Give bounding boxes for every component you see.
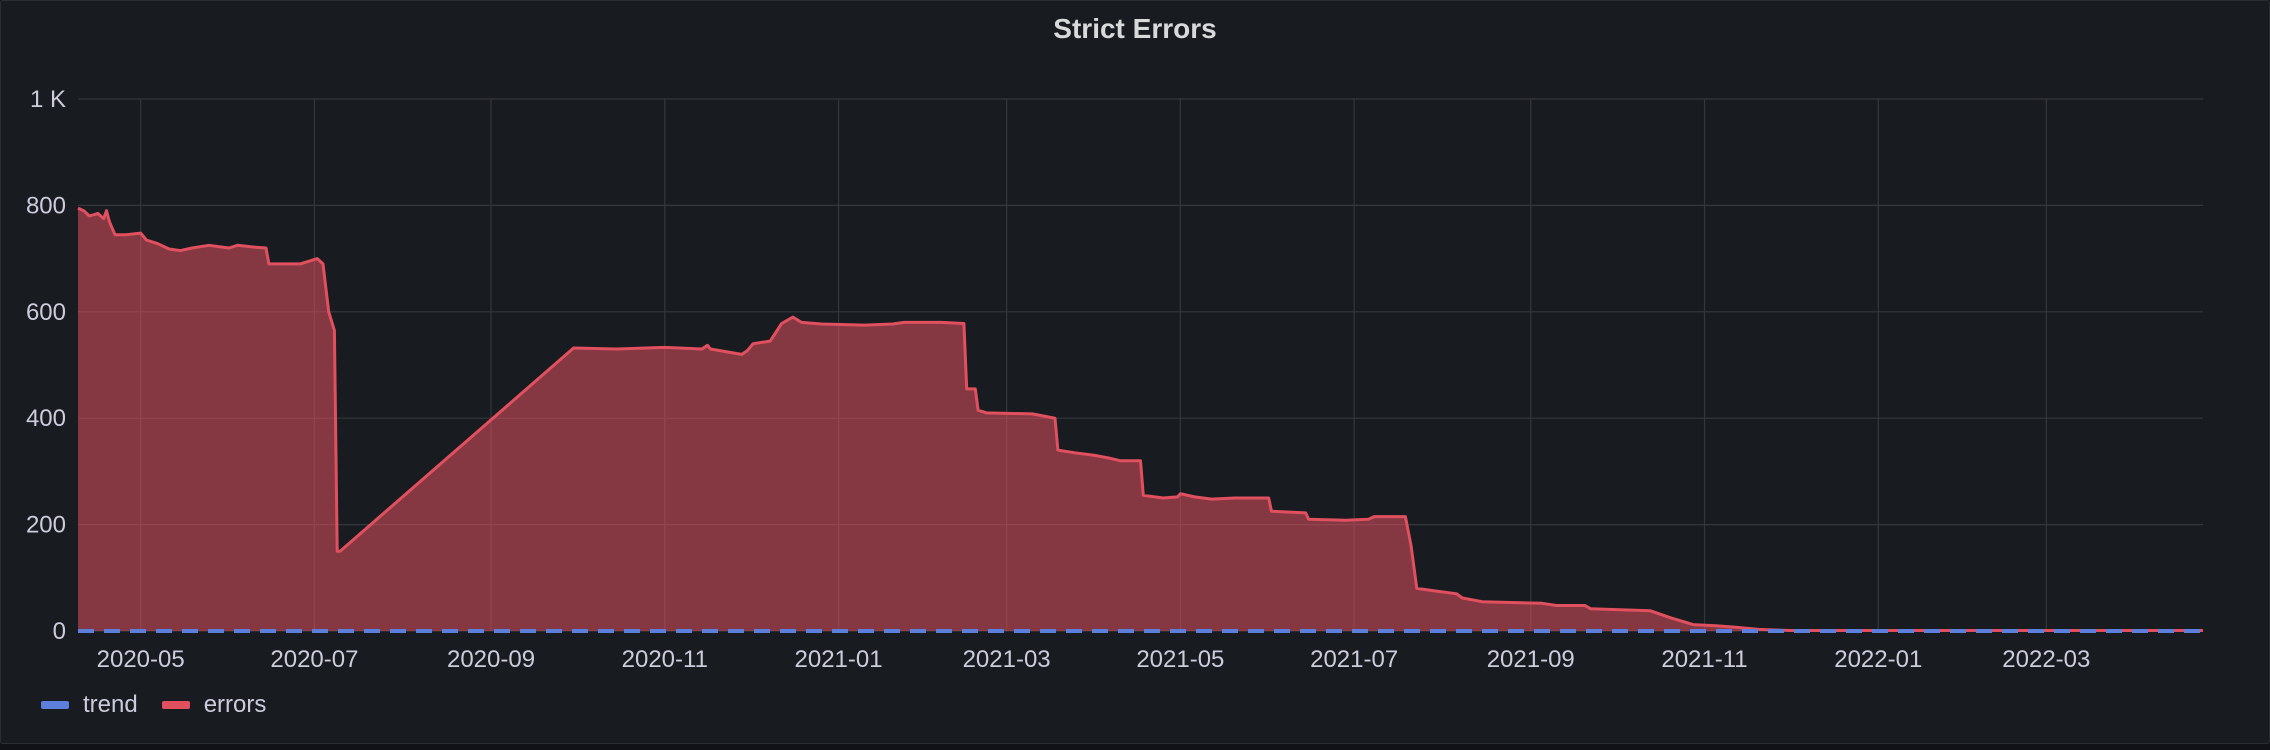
x-tick-label: 2021-07 bbox=[1310, 646, 1398, 673]
x-tick-label: 2022-03 bbox=[2002, 646, 2090, 673]
y-tick-label: 1 K bbox=[30, 86, 66, 113]
errors-area bbox=[78, 208, 2203, 631]
x-tick-label: 2020-07 bbox=[270, 646, 358, 673]
legend-label-trend: trend bbox=[83, 691, 138, 718]
x-tick-label: 2021-09 bbox=[1487, 646, 1575, 673]
legend-swatch-errors bbox=[161, 701, 190, 709]
x-tick-label: 2020-11 bbox=[622, 646, 708, 673]
x-tick-label: 2022-01 bbox=[1834, 646, 1922, 673]
y-tick-label: 800 bbox=[26, 192, 66, 219]
x-tick-label: 2021-05 bbox=[1136, 646, 1224, 673]
x-tick-label: 2020-09 bbox=[447, 646, 535, 673]
y-tick-label: 600 bbox=[26, 299, 66, 326]
y-tick-label: 200 bbox=[26, 512, 66, 539]
legend-item-errors[interactable]: errors bbox=[161, 691, 267, 719]
x-tick-label: 2021-03 bbox=[963, 646, 1051, 673]
legend: trend errors bbox=[41, 691, 290, 719]
legend-label-errors: errors bbox=[203, 691, 267, 718]
errors-line bbox=[77, 206, 2203, 632]
y-tick-label: 0 bbox=[53, 618, 66, 645]
x-tick-label: 2021-01 bbox=[795, 646, 883, 673]
panel-title: Strict Errors bbox=[1053, 13, 1217, 44]
x-tick-label: 2020-05 bbox=[97, 646, 185, 673]
legend-swatch-trend bbox=[41, 701, 69, 709]
x-tick-label: 2021-11 bbox=[1661, 646, 1747, 673]
y-tick-label: 400 bbox=[26, 405, 66, 432]
legend-item-trend[interactable]: trend bbox=[41, 691, 138, 719]
